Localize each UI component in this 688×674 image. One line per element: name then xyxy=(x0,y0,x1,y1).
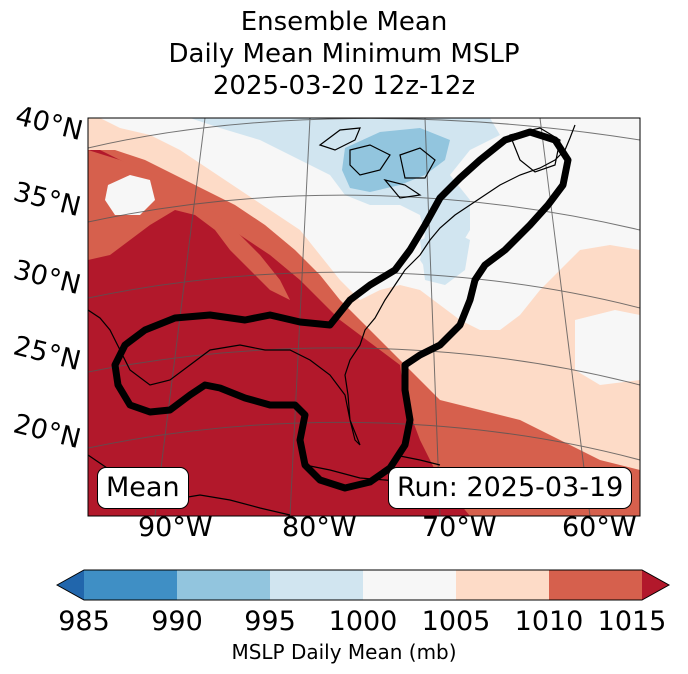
run-date-box-label: Run: 2025-03-19 xyxy=(388,467,633,509)
title-line-3: 2025-03-20 12z-12z xyxy=(212,71,476,101)
colorbar-high-arrow xyxy=(642,570,669,600)
colorbar-segment-1010 xyxy=(549,570,642,600)
pressure-field-995-coast xyxy=(420,230,470,285)
colorbar-tick-995: 995 xyxy=(244,606,296,637)
pressure-field-1000-west xyxy=(105,175,155,215)
colorbar-low-arrow xyxy=(57,570,84,600)
graticule xyxy=(88,118,640,516)
lon-label-70w: 70°W xyxy=(422,512,497,543)
pressure-field-990 xyxy=(342,128,450,192)
title-line-2: Daily Mean Minimum MSLP xyxy=(168,39,520,69)
lon-label-80w: 80°W xyxy=(282,512,357,543)
pressure-field-1000 xyxy=(100,118,640,330)
pressure-field-1000-east xyxy=(575,310,640,385)
colorbar-tick-1010: 1010 xyxy=(514,606,584,637)
ensemble-contour xyxy=(111,128,572,492)
title-line-1: Ensemble Mean xyxy=(240,7,448,37)
colorbar-segment-990 xyxy=(177,570,270,600)
map-frame xyxy=(87,117,641,517)
figure-title: Ensemble Mean Daily Mean Minimum MSLP 20… xyxy=(0,6,688,102)
colorbar-tick-1005: 1005 xyxy=(421,606,491,637)
lon-label-60w: 60°W xyxy=(562,512,637,543)
colorbar xyxy=(55,569,671,601)
colorbar-tick-1000: 1000 xyxy=(328,606,398,637)
lon-label-90w: 90°W xyxy=(138,512,213,543)
colorbar-tick-1015: 1015 xyxy=(597,606,667,637)
colorbar-outline xyxy=(55,569,671,601)
colorbar-segment-1000 xyxy=(363,570,456,600)
colorbar-tick-990: 990 xyxy=(151,606,203,637)
mean-box-label: Mean xyxy=(97,467,189,509)
colorbar-label: MSLP Daily Mean (mb) xyxy=(231,640,457,664)
colorbar-segment-985 xyxy=(84,570,177,600)
colorbar-segment-1005 xyxy=(456,570,549,600)
map-area xyxy=(88,118,640,516)
colorbar-segment-995 xyxy=(270,570,363,600)
colorbar-tick-985: 985 xyxy=(58,606,110,637)
